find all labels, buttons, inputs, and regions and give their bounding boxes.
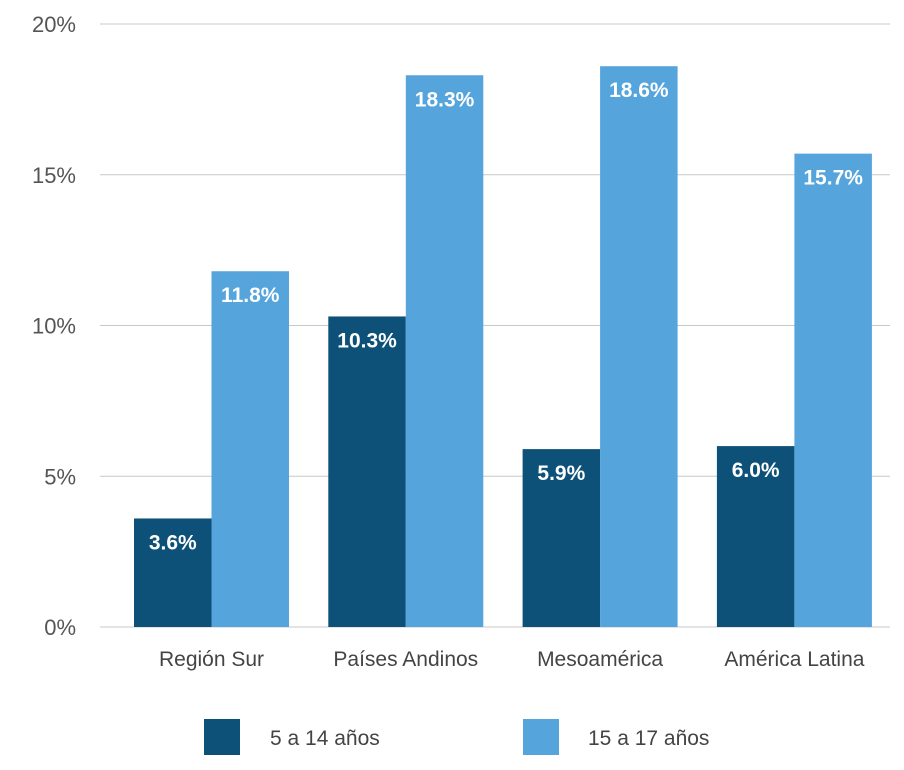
- y-axis-tick-labels: 0% 5% 10% 15% 20%: [32, 12, 76, 640]
- bar-value-labels: 3.6% 11.8% 10.3% 18.3% 5.9% 18.6% 6.0% 15.7%: [149, 79, 863, 554]
- bar-value-label: 6.0%: [732, 459, 780, 482]
- bar-15-17-2: [600, 66, 678, 627]
- bar-value-label: 3.6%: [149, 531, 197, 554]
- bar-value-label: 5.9%: [537, 462, 585, 485]
- legend-swatch: [523, 719, 559, 755]
- bar-5-14-2: [522, 449, 601, 627]
- bars: [134, 66, 872, 627]
- y-tick-label: 10%: [32, 314, 76, 339]
- bar-5-14-1: [328, 316, 406, 627]
- y-tick-label: 5%: [44, 464, 76, 489]
- category-label: América Latina: [724, 648, 864, 671]
- bar-15-17-0: [211, 271, 289, 627]
- bar-value-label: 18.6%: [609, 79, 669, 102]
- legend: 5 a 14 años 15 a 17 años: [204, 719, 709, 755]
- legend-swatch: [204, 719, 240, 755]
- bar-5-14-3: [716, 446, 795, 627]
- category-label: Región Sur: [159, 648, 264, 671]
- bar-value-label: 15.7%: [803, 167, 863, 190]
- bar-15-17-1: [405, 75, 484, 627]
- y-tick-label: 20%: [32, 12, 76, 37]
- bar-15-17-3: [794, 153, 872, 627]
- category-label: Mesoamérica: [537, 648, 663, 671]
- bar-value-label: 11.8%: [221, 284, 280, 307]
- legend-label: 15 a 17 años: [588, 727, 709, 750]
- y-tick-label: 15%: [32, 163, 76, 188]
- bar-5-14-0: [134, 518, 212, 627]
- category-labels: Región Sur Países Andinos Mesoamérica Améri…: [159, 648, 865, 671]
- bar-value-label: 10.3%: [337, 329, 397, 352]
- category-label: Países Andinos: [333, 648, 478, 671]
- y-tick-label: 0%: [44, 615, 76, 640]
- bar-value-label: 18.3%: [415, 88, 475, 111]
- legend-label: 5 a 14 años: [270, 727, 380, 750]
